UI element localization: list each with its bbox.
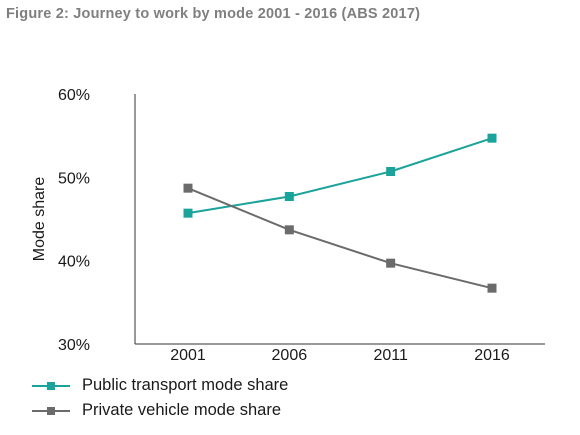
data-point-public-transport-mode-share — [386, 167, 396, 176]
data-point-private-vehicle-mode-share — [183, 183, 193, 193]
data-point-public-transport-mode-share — [487, 133, 497, 143]
legend-swatch-icon — [32, 380, 70, 392]
series-line-public-transport-mode-share — [187, 137, 493, 215]
data-point-private-vehicle-mode-share — [284, 225, 294, 235]
y-tick-label: 60% — [58, 87, 90, 104]
series-line-private-vehicle-mode-share — [187, 187, 493, 290]
x-axis-ticks: 2001 2006 2011 2016 — [170, 347, 510, 364]
y-axis-ticks: 30% 40% 50% 60% — [58, 87, 90, 354]
x-tick-label: 2016 — [474, 347, 510, 364]
legend-label: Public transport mode share — [82, 376, 289, 394]
series-layer — [183, 133, 497, 293]
data-point-private-vehicle-mode-share — [487, 283, 497, 293]
data-point-private-vehicle-mode-share — [386, 258, 396, 268]
x-tick-label: 2001 — [170, 347, 206, 364]
x-tick-label: 2006 — [272, 347, 308, 364]
legend-label: Private vehicle mode share — [82, 401, 282, 419]
data-point-public-transport-mode-share — [183, 208, 193, 218]
chart-title: Figure 2: Journey to work by mode 2001 -… — [6, 6, 421, 22]
y-tick-label: 50% — [58, 170, 90, 187]
legend: Public transport mode share Private vehic… — [32, 373, 288, 423]
x-tick-label: 2011 — [373, 347, 408, 364]
y-tick-label: 30% — [58, 337, 90, 354]
y-tick-label: 40% — [58, 254, 90, 271]
y-axis-title: Mode share — [31, 177, 48, 262]
legend-swatch-icon — [32, 405, 70, 417]
legend-item: Private vehicle mode share — [32, 398, 288, 423]
legend-item: Public transport mode share — [32, 373, 288, 398]
chart-axes — [134, 94, 545, 345]
data-point-public-transport-mode-share — [284, 192, 294, 201]
